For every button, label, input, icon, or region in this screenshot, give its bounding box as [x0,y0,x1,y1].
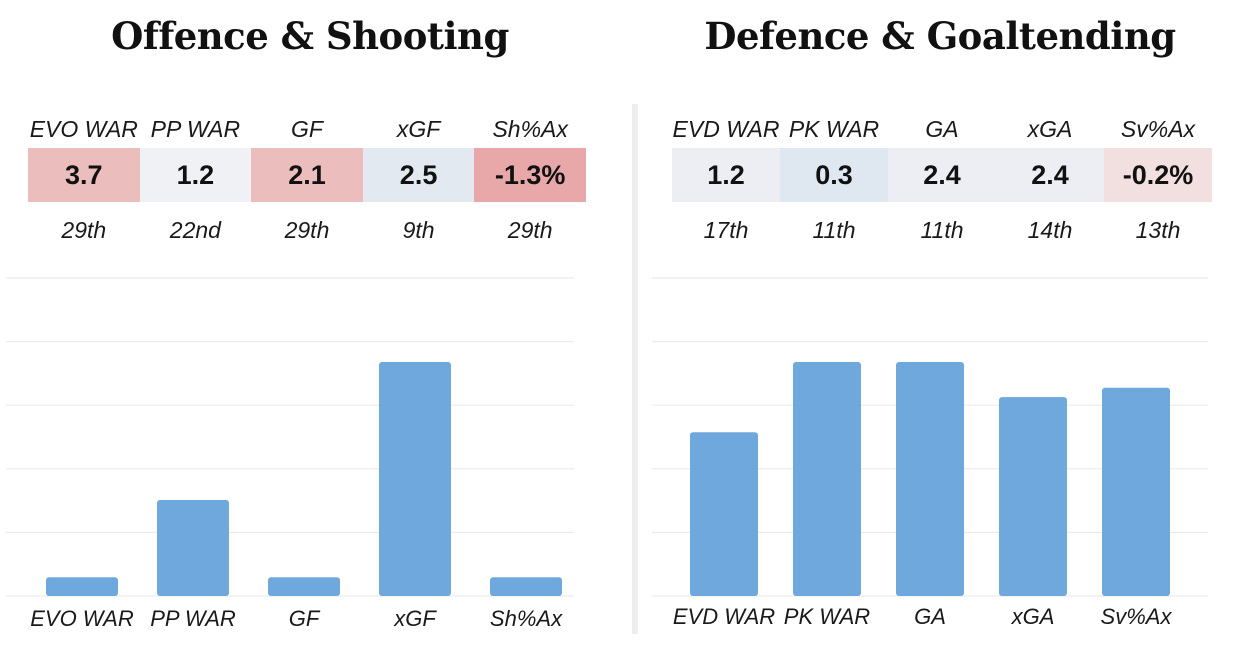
bar [793,362,861,596]
stat-rank: 9th [402,217,435,243]
offence-bar-chart: EVO WAR PP WAR GF xGF Sh%Ax [6,277,574,631]
offence-panel: Offence & Shooting EVO WAR 3.7 29th PP WAR 1… [28,14,586,258]
bar-category-label: EVO WAR [30,606,134,631]
stat-label: Sv%Ax [1120,116,1196,142]
bar-category-label: EVD WAR [673,604,775,629]
stat-label: xGF [396,116,441,142]
stat-column: xGA 2.4 14th [996,110,1104,258]
stat-label: GF [291,116,323,142]
stat-label: GA [925,116,959,142]
stat-column: PK WAR 0.3 11th [780,110,888,258]
stat-label: PK WAR [788,116,880,142]
offence-title: Offence & Shooting [111,14,509,58]
stat-value: 2.4 [996,148,1104,202]
bar [157,500,229,596]
stat-rank: 11th [812,217,856,243]
bar [896,362,964,596]
stat-column: Sv%Ax -0.2% 13th [1104,110,1212,258]
stat-column: EVO WAR 3.7 29th [28,110,140,258]
stat-label: xGA [1027,116,1073,142]
bar [490,577,562,596]
bar-category-label: GF [289,606,321,631]
stat-rank: 29th [61,217,107,243]
bar-category-label: xGF [393,606,437,631]
stat-rank: 11th [920,217,964,243]
stat-rank: 14th [1027,217,1073,243]
bar [46,577,118,596]
defence-panel: Defence & Goaltending EVD WAR 1.2 17th PK W… [640,0,1240,646]
stat-value: 1.2 [139,148,252,202]
offence-stat-row: EVO WAR 3.7 29th PP WAR 1.2 22nd GF 2.1 29th xGF 2… [28,110,586,258]
bar-category-label: PP WAR [150,606,236,631]
bar-category-label: xGA [1011,604,1055,629]
bar [690,432,758,596]
stat-column: GA 2.4 11th [888,110,996,258]
stat-label: EVO WAR [29,116,138,142]
defence-title: Defence & Goaltending [704,14,1176,58]
stat-value: -0.2% [1104,148,1212,202]
stat-value: 3.7 [28,148,140,202]
stat-column: EVD WAR 1.2 17th [672,110,780,258]
bar-category-label: Sv%Ax [1101,604,1173,629]
bar [1102,387,1170,596]
stat-value: -1.3% [474,148,586,202]
bar-category-label: PK WAR [784,604,871,629]
defence-stat-row: EVD WAR 1.2 17th PK WAR 0.3 11th GA 2.4 11th xGA 2… [672,110,1212,258]
panel-divider [632,104,638,634]
bar [379,362,451,596]
bar-category-label: GA [914,604,946,629]
bar [268,577,340,596]
defence-bar-chart: EVD WAR PK WAR GA xGA Sv%Ax [652,277,1208,629]
stat-label: Sh%Ax [492,116,568,142]
stat-value: 2.5 [362,148,475,202]
stat-label: PP WAR [150,116,241,142]
stat-value: 1.2 [672,148,780,202]
stat-value: 0.3 [780,148,888,202]
stat-rank: 29th [507,217,553,243]
stat-column: GF 2.1 29th [251,110,363,258]
stat-value: 2.4 [888,148,996,202]
stat-column: xGF 2.5 9th [362,110,475,258]
stat-value: 2.1 [251,148,363,202]
stat-rank: 13th [1135,217,1181,243]
stat-label: EVD WAR [672,116,780,142]
stat-rank: 17th [703,217,749,243]
bar [999,397,1067,596]
stat-rank: 29th [284,217,330,243]
stat-column: PP WAR 1.2 22nd [139,110,252,258]
stat-rank: 22nd [169,217,221,243]
stat-column: Sh%Ax -1.3% 29th [474,110,586,258]
bar-category-label: Sh%Ax [490,606,563,631]
